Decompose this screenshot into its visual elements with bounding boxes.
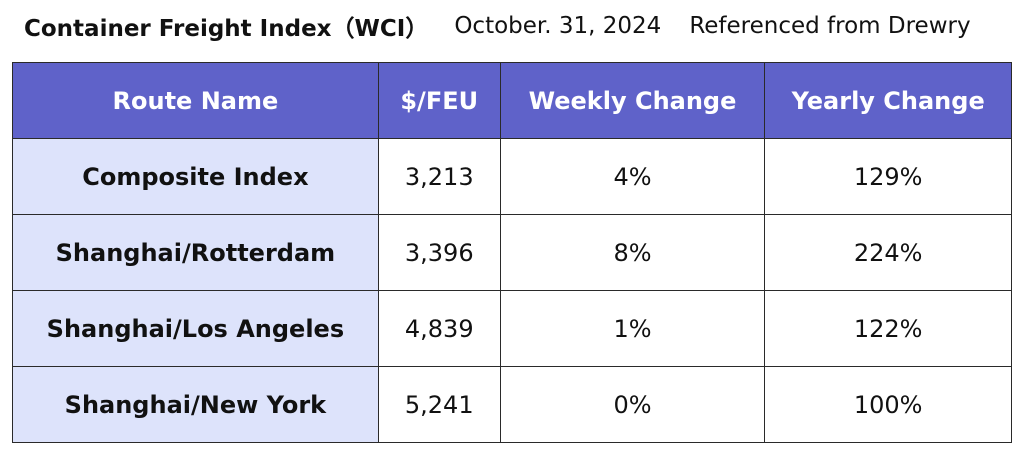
table: Route Name $/FEU Weekly Change Yearly Chang…	[12, 62, 1012, 443]
header-row: Route Name $/FEU Weekly Change Yearly Chang…	[12, 62, 1012, 139]
cell: 1%	[499, 290, 766, 367]
cell: 4%	[499, 138, 766, 215]
cell: 129%	[764, 138, 1012, 215]
cell: 0%	[499, 366, 766, 443]
source: Referenced from Drewry	[689, 13, 971, 39]
table-row: Composite Index 3,213 4% 129%	[12, 138, 1012, 215]
column-header: Yearly Change	[764, 62, 1012, 139]
header: Container Freight Index（WCI） October. 31…	[24, 8, 1000, 44]
cell: 5,241	[377, 366, 501, 443]
table-row: Shanghai/Rotterdam 3,396 8% 224%	[12, 214, 1012, 291]
date: October. 31, 2024	[454, 13, 662, 39]
title: Container Freight Index（WCI）	[24, 16, 429, 42]
table-row: Shanghai/Los Angeles 4,839 1% 122%	[12, 290, 1012, 367]
route-name: Shanghai/Los Angeles	[12, 290, 379, 367]
cell: 100%	[764, 366, 1012, 443]
route-name: Composite Index	[12, 138, 379, 215]
cell: 4,839	[377, 290, 501, 367]
cell: 224%	[764, 214, 1012, 291]
route-name: Shanghai/Rotterdam	[12, 214, 379, 291]
cell: 8%	[499, 214, 766, 291]
cell: 122%	[764, 290, 1012, 367]
cell: 3,213	[377, 138, 501, 215]
column-header: Route Name	[12, 62, 379, 139]
column-header: $/FEU	[377, 62, 501, 139]
table-row: Shanghai/New York 5,241 0% 100%	[12, 366, 1012, 443]
route-name: Shanghai/New York	[12, 366, 379, 443]
cell: 3,396	[377, 214, 501, 291]
column-header: Weekly Change	[499, 62, 766, 139]
